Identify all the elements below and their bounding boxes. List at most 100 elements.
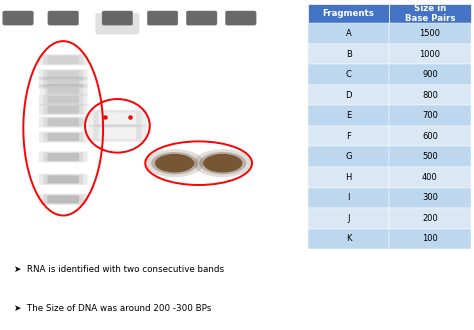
Bar (389, 23, 471, 44)
Text: 200: 200 (422, 214, 438, 223)
FancyBboxPatch shape (39, 54, 88, 65)
Text: Size in
Base Pairs: Size in Base Pairs (405, 4, 455, 23)
Bar (389, 147, 471, 167)
Text: ➤  The Size of DNA was around 200 -300 BPs: ➤ The Size of DNA was around 200 -300 BP… (14, 304, 211, 313)
Text: J: J (347, 214, 350, 223)
Bar (389, 105, 471, 126)
Ellipse shape (151, 152, 198, 174)
Bar (389, 167, 471, 187)
Text: 1500: 1500 (419, 29, 440, 38)
FancyBboxPatch shape (99, 127, 136, 139)
Text: 1000: 1000 (419, 50, 440, 58)
Text: D: D (346, 91, 352, 100)
FancyBboxPatch shape (48, 11, 79, 25)
Bar (389, 187, 471, 208)
Text: 600: 600 (422, 132, 438, 141)
FancyBboxPatch shape (39, 94, 88, 105)
Text: Fragments: Fragments (323, 9, 374, 18)
Text: 300: 300 (422, 193, 438, 202)
Text: 800: 800 (422, 91, 438, 100)
FancyBboxPatch shape (93, 126, 141, 141)
Text: A: A (346, 29, 351, 38)
Bar (308, 85, 389, 105)
FancyBboxPatch shape (43, 175, 83, 184)
Ellipse shape (193, 149, 252, 177)
Text: C: C (346, 70, 352, 79)
FancyBboxPatch shape (88, 110, 146, 127)
Bar (95, 17, 140, 229)
Bar (308, 167, 389, 187)
Text: DNA: DNA (188, 131, 206, 140)
Text: ➤  RNA is identified with two consecutive bands: ➤ RNA is identified with two consecutive… (14, 265, 224, 274)
Bar (308, 229, 389, 249)
FancyBboxPatch shape (43, 55, 83, 65)
FancyBboxPatch shape (39, 174, 88, 185)
FancyBboxPatch shape (102, 11, 133, 25)
FancyBboxPatch shape (47, 71, 79, 79)
FancyBboxPatch shape (47, 153, 79, 161)
Bar (389, 208, 471, 229)
Bar (308, 126, 389, 147)
Text: 700: 700 (422, 111, 438, 120)
Ellipse shape (155, 154, 194, 173)
Bar (308, 44, 389, 64)
FancyBboxPatch shape (39, 77, 88, 88)
FancyBboxPatch shape (3, 11, 33, 25)
Bar (389, 4, 471, 23)
Bar (308, 105, 389, 126)
Text: 500: 500 (422, 152, 438, 161)
FancyBboxPatch shape (47, 56, 79, 64)
FancyBboxPatch shape (43, 117, 83, 127)
Ellipse shape (203, 154, 242, 173)
Text: I: I (347, 193, 350, 202)
Bar (389, 126, 471, 147)
Bar (308, 23, 389, 44)
FancyBboxPatch shape (95, 13, 139, 34)
FancyBboxPatch shape (47, 78, 79, 86)
Text: 100: 100 (422, 234, 438, 244)
Ellipse shape (199, 152, 246, 174)
FancyBboxPatch shape (93, 111, 141, 126)
FancyBboxPatch shape (47, 118, 79, 126)
Bar (308, 64, 389, 85)
Bar (389, 44, 471, 64)
FancyBboxPatch shape (47, 195, 79, 203)
FancyBboxPatch shape (47, 106, 79, 114)
Text: 900: 900 (422, 70, 438, 79)
Text: Fragments: Fragments (3, 88, 46, 97)
FancyBboxPatch shape (39, 116, 88, 128)
Text: F: F (346, 132, 351, 141)
FancyBboxPatch shape (39, 104, 88, 115)
FancyBboxPatch shape (43, 132, 83, 142)
Text: G: G (346, 152, 352, 161)
FancyBboxPatch shape (186, 11, 217, 25)
Bar (308, 208, 389, 229)
FancyBboxPatch shape (147, 11, 178, 25)
Bar (308, 187, 389, 208)
Bar (389, 64, 471, 85)
Text: RNA: RNA (110, 83, 128, 92)
FancyBboxPatch shape (47, 86, 79, 94)
FancyBboxPatch shape (39, 84, 88, 95)
Text: E: E (346, 111, 351, 120)
FancyBboxPatch shape (39, 151, 88, 163)
Ellipse shape (145, 149, 204, 177)
FancyBboxPatch shape (43, 95, 83, 105)
Text: 400: 400 (422, 173, 438, 182)
FancyBboxPatch shape (43, 85, 83, 94)
Text: K: K (346, 234, 351, 244)
Bar (41, 17, 86, 229)
FancyBboxPatch shape (43, 105, 83, 115)
FancyBboxPatch shape (39, 194, 88, 205)
FancyBboxPatch shape (43, 70, 83, 80)
FancyBboxPatch shape (88, 124, 146, 142)
FancyBboxPatch shape (47, 96, 79, 104)
FancyBboxPatch shape (39, 131, 88, 143)
FancyBboxPatch shape (47, 176, 79, 183)
Bar (389, 229, 471, 249)
Text: B: B (346, 50, 352, 58)
FancyBboxPatch shape (43, 78, 83, 87)
FancyBboxPatch shape (43, 152, 83, 162)
Text: H: H (346, 173, 352, 182)
Bar (308, 147, 389, 167)
